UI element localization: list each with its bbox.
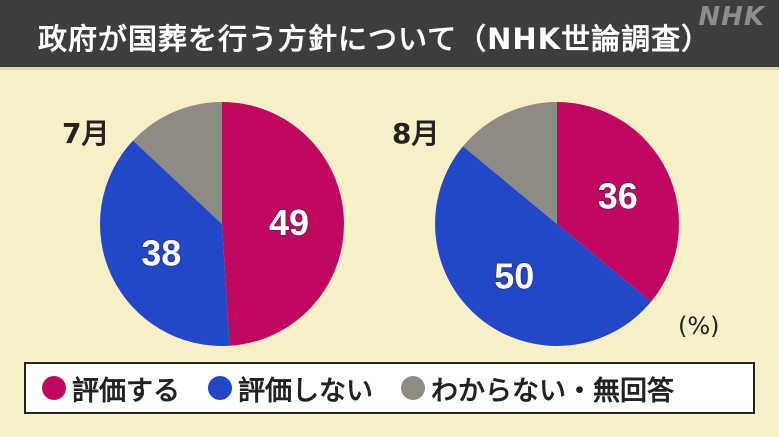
nhk-logo: NHK xyxy=(698,2,765,32)
legend-label-unknown: わからない・無回答 xyxy=(431,375,674,407)
pie-slice-approve-july xyxy=(222,102,344,346)
legend-dot-disapprove xyxy=(208,376,232,400)
pie-slice-unknown-august xyxy=(462,102,557,224)
pie-value-disapprove-july: 38 xyxy=(141,233,181,274)
pie-slice-disapprove-july xyxy=(100,140,230,346)
legend-label-approve: 評価する xyxy=(72,375,180,407)
pie-title-august: 8月 xyxy=(392,117,440,150)
legend-dot-unknown xyxy=(401,376,425,400)
legend-item-disapprove: 評価しない xyxy=(208,369,373,408)
pie-slice-approve-august xyxy=(557,102,679,302)
pie-value-approve-july: 49 xyxy=(269,202,309,243)
chart-title: 政府が国葬を行う方針について（NHK世論調査） xyxy=(38,22,712,56)
pie-charts: 49 38 36 50 xyxy=(100,102,679,346)
legend-item-approve: 評価する xyxy=(42,369,180,408)
pie-slice-unknown-july xyxy=(133,102,222,224)
pie-value-disapprove-august: 50 xyxy=(494,256,534,297)
unit-label: (%) xyxy=(678,312,720,340)
pie-title-july: 7月 xyxy=(62,117,110,150)
legend-item-unknown: わからない・無回答 xyxy=(401,369,674,408)
title-bar: 政府が国葬を行う方針について（NHK世論調査） NHK xyxy=(0,0,779,70)
pie-value-approve-august: 36 xyxy=(598,175,638,216)
legend-dot-approve xyxy=(42,376,66,400)
pie-slice-disapprove-august xyxy=(435,146,652,346)
legend-label-disapprove: 評価しない xyxy=(238,375,373,407)
legend: 評価する 評価しない わからない・無回答 xyxy=(24,362,755,414)
